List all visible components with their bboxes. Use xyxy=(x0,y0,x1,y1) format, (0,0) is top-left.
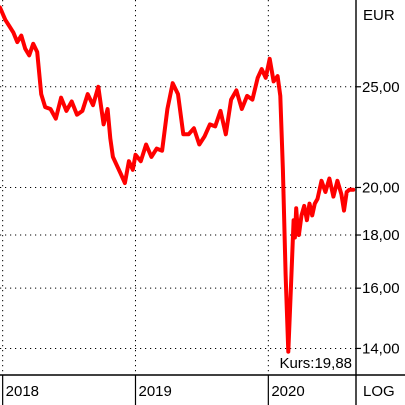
y-tick-label: 25,00 xyxy=(362,79,400,96)
y-tick-label: 14,00 xyxy=(362,340,400,357)
y-tick-label: 20,00 xyxy=(362,179,400,196)
y-tick-label: 16,00 xyxy=(362,280,400,297)
x-tick-label: 2019 xyxy=(138,383,171,400)
currency-label: EUR xyxy=(363,7,395,24)
x-axis-ticks: 2018 2019 2020 xyxy=(2,375,305,405)
last-price-label: Kurs:19,88 xyxy=(279,355,352,372)
y-tick-label: 18,00 xyxy=(362,227,400,244)
scale-label: LOG xyxy=(363,383,395,400)
x-tick-label: 2020 xyxy=(271,383,304,400)
price-line xyxy=(0,5,356,354)
x-tick-label: 2018 xyxy=(6,383,39,400)
y-axis-ticks: 25,00 20,00 18,00 16,00 14,00 xyxy=(356,79,400,357)
